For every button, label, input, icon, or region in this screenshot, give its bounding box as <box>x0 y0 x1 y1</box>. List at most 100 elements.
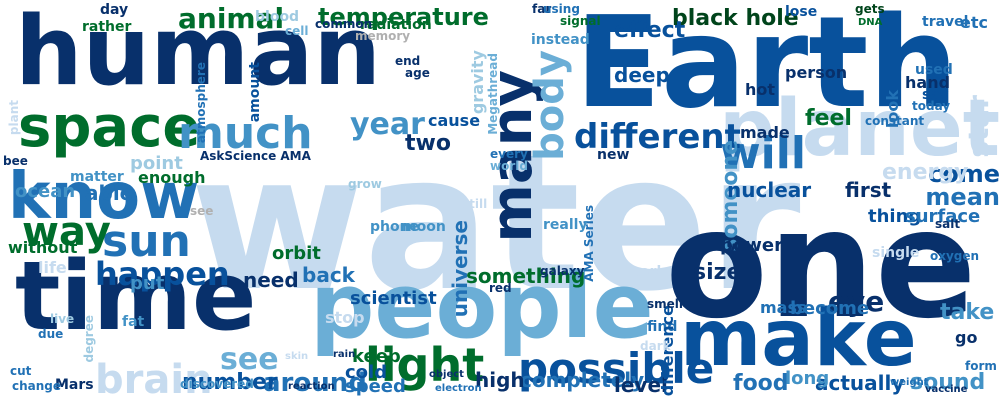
cloud-word: mass <box>760 298 807 317</box>
cloud-word: cause <box>428 111 481 130</box>
cloud-word: light <box>365 338 485 392</box>
cloud-word: one <box>665 178 977 352</box>
cloud-word: possible <box>518 344 715 393</box>
cloud-word: smell <box>647 297 684 311</box>
cloud-word: brain <box>95 357 213 400</box>
cloud-word: galaxy <box>540 264 585 278</box>
cloud-word: AskScience AMA <box>200 149 311 163</box>
cloud-word: become <box>790 298 870 319</box>
cloud-word: single <box>872 245 920 261</box>
cloud-word: object <box>429 369 464 380</box>
cloud-word: DNA <box>858 17 883 28</box>
cloud-word: moon <box>402 219 446 235</box>
cloud-word: energy <box>882 160 969 185</box>
cloud-word: weight <box>890 377 929 388</box>
cloud-word: something <box>466 264 586 288</box>
cloud-word: effect <box>614 18 686 43</box>
cloud-word: food <box>733 371 789 396</box>
cloud-word: body <box>527 50 573 161</box>
cloud-word: need <box>243 268 299 292</box>
cloud-word: change <box>12 379 62 393</box>
cloud-word: black hole <box>672 6 799 31</box>
cloud-word: reaction <box>288 381 335 392</box>
cloud-word: stop <box>325 308 365 327</box>
cloud-word: gravity <box>468 50 487 115</box>
cloud-word: size <box>693 260 742 285</box>
cloud-word: able <box>85 181 134 205</box>
cloud-word: power <box>720 235 783 256</box>
cloud-word: made <box>740 123 790 142</box>
cloud-word: due <box>38 327 64 341</box>
cloud-word: put <box>130 273 165 294</box>
cloud-word: cold <box>345 362 388 383</box>
cloud-word: high <box>475 368 525 392</box>
cloud-word: atmosphere <box>194 62 208 144</box>
cloud-word: animal <box>178 2 285 35</box>
cloud-word: common <box>315 17 373 31</box>
cloud-word: different <box>574 117 741 157</box>
cloud-word: see <box>220 342 279 377</box>
cloud-word: happen <box>95 255 230 293</box>
cloud-word: grow <box>348 177 382 191</box>
cloud-word: day <box>100 2 129 18</box>
cloud-word: travel <box>922 14 969 30</box>
cloud-word: enough <box>138 168 206 187</box>
cloud-word: ocean <box>15 181 76 202</box>
cloud-word: degree <box>82 315 96 363</box>
cloud-word: two <box>405 131 451 156</box>
cloud-word: orbit <box>272 243 321 264</box>
cloud-word: deep <box>614 63 670 87</box>
cloud-word: around <box>263 368 367 398</box>
cloud-word: Mars <box>55 377 94 393</box>
cloud-word: age <box>405 66 430 80</box>
cloud-word: signal <box>560 14 601 28</box>
cloud-word: speed <box>345 376 406 397</box>
cloud-word: completely <box>520 368 645 392</box>
cloud-word: come <box>928 160 1000 188</box>
cloud-word: new <box>597 147 630 163</box>
cloud-word: say <box>922 87 949 103</box>
cloud-word: human <box>15 0 381 107</box>
cloud-word: eye <box>828 285 885 318</box>
cloud-word: today <box>912 99 951 113</box>
cloud-word: end <box>395 54 421 68</box>
cloud-word: feel <box>805 106 852 131</box>
cloud-word: etc <box>960 13 988 32</box>
cloud-word: vaccine <box>925 384 968 395</box>
cloud-word: plant <box>7 100 21 136</box>
cloud-word: sun <box>102 216 191 267</box>
cloud-word: planet <box>719 84 1000 174</box>
cloud-word: first <box>845 178 892 202</box>
cloud-word: number <box>182 370 278 395</box>
cloud-word: constant <box>865 114 925 128</box>
cloud-word: hot <box>745 80 776 99</box>
cloud-word: point <box>130 153 183 174</box>
cloud-word: cut <box>10 364 32 378</box>
cloud-word: nuclear <box>727 178 812 202</box>
cloud-word: year <box>350 107 425 142</box>
cloud-word: really <box>543 217 588 233</box>
cloud-word: work <box>627 264 666 280</box>
cloud-word: scientist <box>350 288 437 309</box>
cloud-word: lose <box>785 4 818 20</box>
cloud-word: will <box>720 128 806 179</box>
cloud-word: take <box>940 300 995 325</box>
cloud-word: actually <box>815 371 905 395</box>
cloud-word: red <box>489 281 512 295</box>
cloud-word: hand <box>905 73 951 92</box>
cloud-word: cell <box>285 24 309 38</box>
cloud-word: back <box>302 263 355 287</box>
cloud-word: fat <box>122 314 145 330</box>
cloud-word: life <box>38 258 67 277</box>
cloud-word: discovered <box>180 377 254 391</box>
cloud-word: skin <box>285 351 309 362</box>
cloud-word: know <box>8 160 200 234</box>
cloud-word: level <box>614 373 668 397</box>
cloud-word: keep <box>352 346 401 367</box>
cloud-word: person <box>785 63 848 82</box>
cloud-word: memory <box>355 29 411 43</box>
cloud-word: Megathread <box>486 53 500 135</box>
cloud-word: using <box>543 2 580 16</box>
cloud-word: live <box>50 312 75 326</box>
